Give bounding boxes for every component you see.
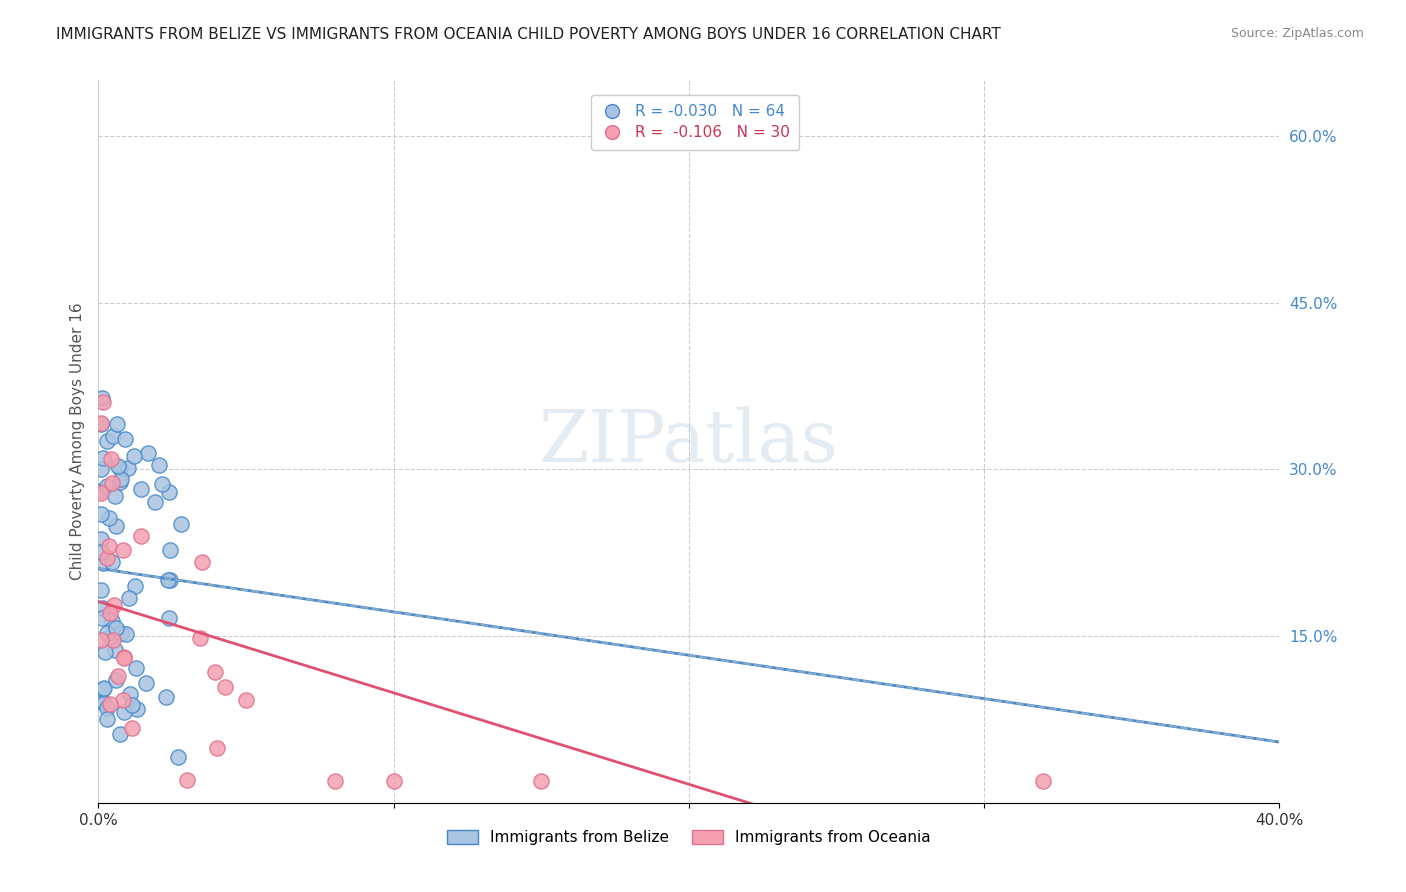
Point xyxy=(131,529,153,543)
Point xyxy=(91,611,114,625)
Point xyxy=(110,472,132,486)
Point xyxy=(90,485,112,500)
Point xyxy=(382,773,405,788)
Point xyxy=(111,693,134,707)
Point xyxy=(121,698,143,713)
Point xyxy=(96,712,118,726)
Point xyxy=(1032,773,1054,788)
Point xyxy=(98,630,121,644)
Point xyxy=(157,485,180,500)
Point xyxy=(114,433,136,447)
Point xyxy=(101,429,124,443)
Point xyxy=(96,434,118,449)
Point xyxy=(188,632,211,646)
Point xyxy=(112,651,135,665)
Point xyxy=(143,494,166,508)
Point xyxy=(96,550,118,565)
Point xyxy=(204,665,226,679)
Point xyxy=(98,697,121,711)
Point xyxy=(101,633,124,648)
Point xyxy=(94,645,117,659)
Point xyxy=(107,669,129,683)
Point xyxy=(530,773,553,788)
Point xyxy=(101,555,124,569)
Point xyxy=(114,627,136,641)
Legend: Immigrants from Belize, Immigrants from Oceania: Immigrants from Belize, Immigrants from … xyxy=(440,822,938,853)
Point xyxy=(135,675,157,690)
Point xyxy=(108,461,131,475)
Point xyxy=(100,452,122,467)
Point xyxy=(167,749,190,764)
Point xyxy=(118,687,141,701)
Point xyxy=(112,543,135,558)
Point xyxy=(91,391,114,405)
Point xyxy=(96,701,118,715)
Y-axis label: Child Poverty Among Boys Under 16: Child Poverty Among Boys Under 16 xyxy=(69,302,84,581)
Point xyxy=(110,625,132,640)
Point xyxy=(148,458,170,472)
Point xyxy=(91,695,114,709)
Point xyxy=(101,615,124,629)
Point xyxy=(90,508,112,522)
Point xyxy=(150,477,173,491)
Point xyxy=(98,606,121,620)
Point xyxy=(96,479,118,493)
Point xyxy=(91,450,114,465)
Point xyxy=(129,482,152,496)
Point xyxy=(159,543,181,558)
Point xyxy=(104,519,127,533)
Point xyxy=(91,556,114,570)
Point xyxy=(90,417,112,431)
Point xyxy=(125,661,148,675)
Point xyxy=(97,539,120,553)
Point xyxy=(108,727,131,741)
Point xyxy=(104,673,127,687)
Point xyxy=(90,483,112,498)
Point xyxy=(157,611,180,625)
Point xyxy=(90,533,112,547)
Point xyxy=(104,621,127,635)
Point xyxy=(122,449,145,463)
Point xyxy=(205,741,228,756)
Point xyxy=(90,462,112,476)
Point xyxy=(155,690,177,704)
Point xyxy=(105,417,128,432)
Point xyxy=(104,489,127,503)
Point xyxy=(108,475,131,489)
Text: Source: ZipAtlas.com: Source: ZipAtlas.com xyxy=(1230,27,1364,40)
Point xyxy=(138,445,160,459)
Point xyxy=(96,625,118,640)
Point xyxy=(90,582,112,597)
Point xyxy=(91,681,114,696)
Point xyxy=(191,555,214,569)
Point xyxy=(101,476,124,491)
Point xyxy=(159,573,181,587)
Point xyxy=(156,573,179,587)
Text: ZIPatlas: ZIPatlas xyxy=(538,406,839,477)
Point xyxy=(93,681,115,695)
Point xyxy=(90,417,112,431)
Point xyxy=(90,545,112,559)
Text: IMMIGRANTS FROM BELIZE VS IMMIGRANTS FROM OCEANIA CHILD POVERTY AMONG BOYS UNDER: IMMIGRANTS FROM BELIZE VS IMMIGRANTS FRO… xyxy=(56,27,1001,42)
Point xyxy=(103,598,125,612)
Point xyxy=(93,696,115,710)
Point xyxy=(117,460,139,475)
Point xyxy=(124,579,146,593)
Point xyxy=(118,591,141,605)
Point xyxy=(91,395,114,409)
Point xyxy=(323,773,346,788)
Point xyxy=(176,772,198,787)
Point xyxy=(103,643,125,657)
Point xyxy=(107,458,129,473)
Point xyxy=(170,516,193,531)
Point xyxy=(127,701,149,715)
Point xyxy=(235,693,257,707)
Point xyxy=(121,721,143,735)
Point xyxy=(90,632,112,647)
Point xyxy=(214,680,236,694)
Point xyxy=(112,705,135,719)
Point xyxy=(112,649,135,664)
Point xyxy=(98,511,121,525)
Point xyxy=(91,600,114,615)
